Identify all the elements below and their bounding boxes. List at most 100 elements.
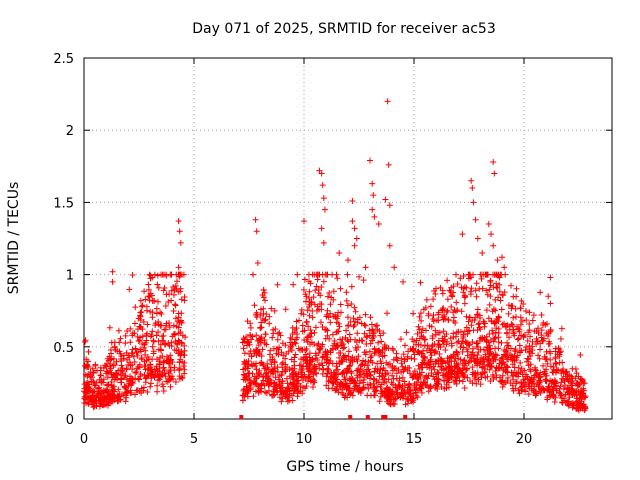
data-point — [515, 370, 522, 377]
data-point — [123, 394, 130, 401]
data-point — [336, 249, 343, 256]
data-point — [350, 323, 357, 330]
data-point — [341, 344, 348, 351]
data-point — [439, 372, 446, 379]
data-point — [390, 400, 397, 407]
data-point — [268, 391, 275, 398]
data-point — [513, 285, 520, 292]
data-point — [255, 342, 262, 349]
data-point — [321, 206, 328, 213]
data-point — [431, 366, 438, 373]
data-point — [272, 374, 279, 381]
data-point — [409, 374, 416, 381]
data-point — [428, 323, 435, 330]
data-point — [107, 367, 114, 374]
data-point — [302, 291, 309, 298]
data-point — [307, 341, 314, 348]
data-point — [301, 218, 307, 225]
data-point — [145, 286, 152, 293]
data-point — [250, 271, 257, 278]
data-point — [501, 361, 508, 368]
data-point — [329, 331, 336, 338]
data-point — [151, 271, 158, 278]
data-point — [569, 365, 576, 372]
data-point — [85, 358, 92, 365]
data-point — [345, 322, 352, 329]
data-point — [297, 356, 304, 363]
data-point — [90, 404, 97, 411]
data-point — [302, 351, 309, 358]
data-point — [384, 98, 391, 105]
data-point — [467, 271, 474, 278]
data-point — [549, 369, 556, 376]
data-point — [181, 366, 188, 373]
data-point — [160, 383, 167, 390]
data-point — [480, 358, 487, 365]
data-point — [474, 235, 481, 242]
data-point — [253, 309, 260, 316]
data-point — [90, 378, 97, 385]
data-point — [349, 218, 356, 225]
data-point — [175, 264, 182, 271]
data-point — [93, 379, 100, 386]
data-point — [313, 283, 320, 290]
data-point — [520, 301, 527, 308]
data-point — [574, 381, 581, 388]
data-point — [504, 356, 511, 363]
data-point — [432, 331, 439, 338]
data-point — [286, 373, 293, 380]
data-point — [367, 372, 374, 379]
data-point — [336, 323, 343, 330]
data-point — [515, 364, 522, 371]
data-point — [91, 388, 98, 395]
data-point — [527, 333, 534, 340]
data-point — [306, 350, 313, 357]
data-point — [519, 317, 526, 324]
data-point — [490, 158, 497, 165]
data-point — [371, 345, 378, 352]
data-point — [422, 304, 429, 311]
data-point — [443, 330, 450, 337]
data-point — [177, 239, 184, 246]
data-point — [305, 323, 312, 330]
data-point — [376, 398, 383, 405]
data-point — [149, 356, 156, 363]
data-point — [252, 388, 259, 395]
data-point — [512, 345, 519, 352]
data-point — [246, 374, 253, 381]
data-point — [278, 398, 285, 405]
data-point — [302, 375, 309, 382]
data-point — [295, 373, 302, 380]
data-point — [484, 362, 491, 369]
zero-marker — [403, 415, 408, 419]
data-point — [437, 344, 444, 351]
data-point — [528, 379, 535, 386]
data-point — [527, 368, 534, 375]
data-point — [488, 317, 495, 324]
data-point — [518, 380, 525, 387]
data-point — [339, 336, 346, 343]
data-point — [369, 206, 376, 213]
data-point — [440, 341, 447, 348]
data-point — [89, 365, 96, 372]
data-point — [172, 331, 179, 338]
data-point — [416, 385, 423, 392]
data-point — [384, 310, 391, 317]
data-point — [84, 361, 91, 368]
zero-marker — [383, 415, 388, 419]
data-point — [558, 379, 565, 386]
data-point — [162, 341, 169, 348]
data-point — [318, 225, 325, 232]
data-point — [372, 365, 379, 372]
data-point — [282, 367, 289, 374]
data-point — [343, 327, 350, 334]
data-point — [324, 327, 331, 334]
data-point — [455, 328, 462, 335]
data-point — [352, 344, 359, 351]
data-point — [468, 322, 475, 329]
data-point — [532, 366, 539, 373]
data-point — [258, 381, 265, 388]
data-point — [154, 377, 161, 384]
data-point — [479, 249, 486, 256]
data-point — [162, 373, 169, 380]
